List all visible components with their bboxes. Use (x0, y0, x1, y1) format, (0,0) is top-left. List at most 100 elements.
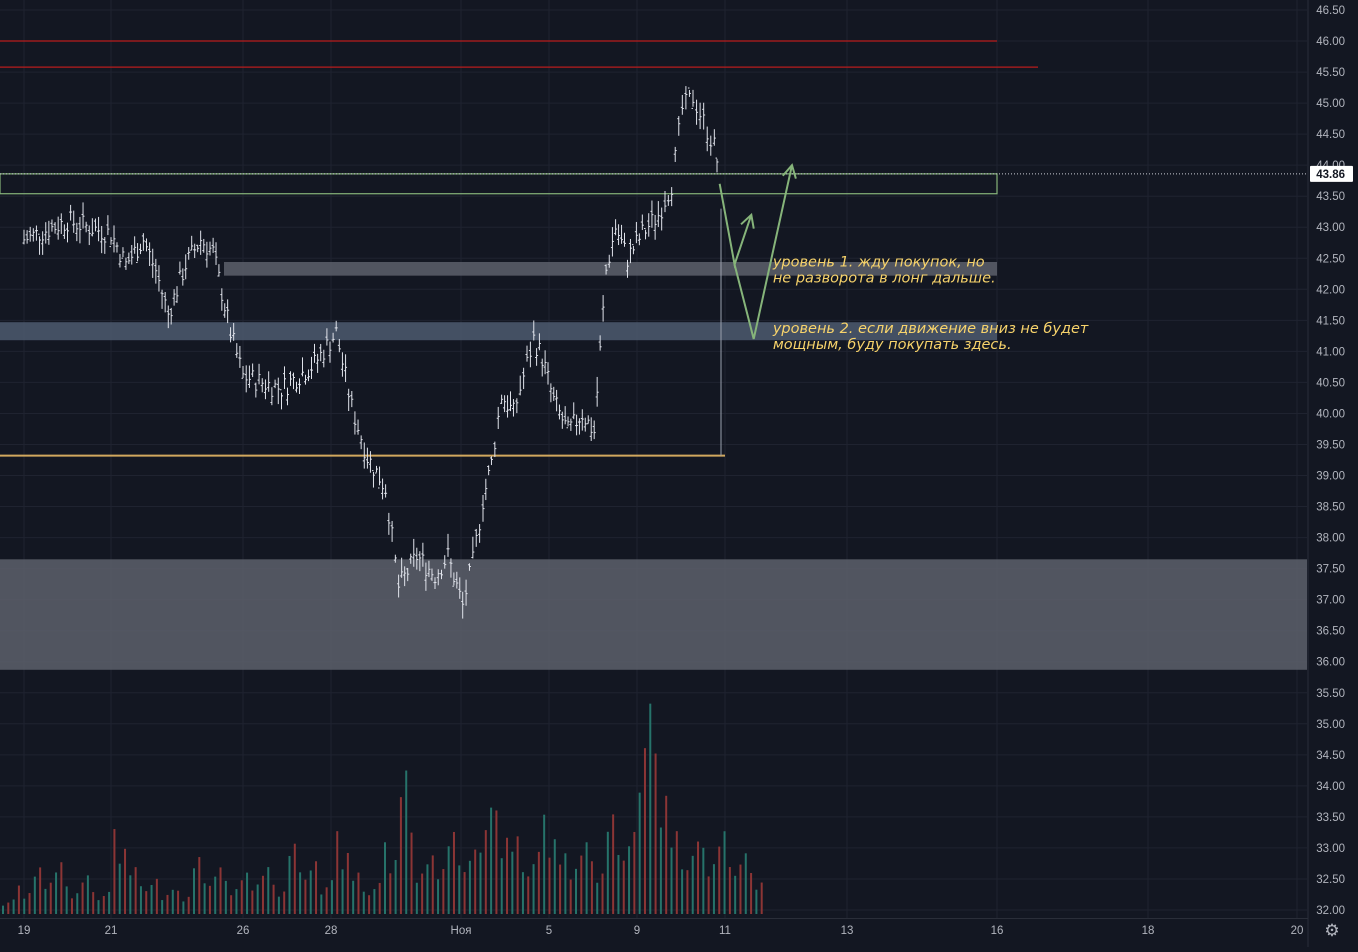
volume-bar (633, 831, 636, 914)
volume-bar (171, 889, 174, 914)
y-tick-label: 36.00 (1316, 657, 1345, 669)
volume-bar (691, 855, 694, 914)
volume-bar (373, 889, 376, 914)
y-tick-label: 46.50 (1316, 5, 1345, 17)
y-tick-label: 36.50 (1316, 626, 1345, 638)
volume-bar (102, 896, 105, 914)
volume-bar (230, 895, 233, 914)
y-tick-label: 39.00 (1316, 471, 1345, 483)
volume-bar (261, 875, 264, 914)
projection-arrow (733, 164, 793, 340)
volume-bar (628, 846, 631, 914)
volume-bar (426, 864, 429, 914)
volume-bar (44, 888, 47, 914)
volume-bar (198, 857, 201, 914)
volume-bar (288, 855, 291, 914)
volume-bar (325, 887, 328, 914)
volume-bar (760, 882, 763, 914)
y-tick-label: 40.50 (1316, 377, 1345, 389)
volume-bar (617, 854, 620, 914)
volume-bar (256, 884, 259, 914)
volume-bar (490, 807, 493, 914)
y-tick-label: 35.50 (1316, 688, 1345, 700)
volume-bar (389, 873, 392, 914)
x-tick-label: Ноя (451, 925, 472, 937)
volume-bar (155, 878, 158, 914)
y-tick-label: 44.50 (1316, 129, 1345, 141)
volume-bar (39, 867, 42, 914)
volume-bar (33, 876, 36, 914)
y-tick-label: 40.00 (1316, 408, 1345, 420)
price-axis[interactable]: 46.5046.0045.5045.0044.5044.0043.5043.00… (1307, 0, 1358, 947)
volume-bar (70, 898, 73, 914)
volume-bar (341, 869, 344, 914)
volume-bar (431, 855, 434, 914)
arrow-head (782, 163, 797, 179)
volume-bar (585, 842, 588, 914)
volume-bar (447, 846, 450, 914)
price-bars (22, 86, 719, 619)
volume-bar (394, 859, 397, 914)
x-tick-label: 21 (105, 925, 118, 937)
volume-bar (500, 858, 503, 914)
y-tick-label: 42.00 (1316, 284, 1345, 296)
volume-bar (399, 797, 402, 914)
support-zones (0, 173, 1307, 670)
volume-bar (601, 873, 604, 914)
volume-bar (697, 841, 700, 914)
volume-bar (97, 900, 100, 914)
volume-bar (17, 885, 20, 914)
volume-bar (150, 884, 153, 914)
volume-bar (23, 898, 26, 914)
volume-bar (712, 864, 715, 914)
volume-bar (415, 882, 418, 914)
volume-bar (437, 879, 440, 914)
volume-bar (49, 882, 52, 914)
volume-bar (590, 861, 593, 914)
volume-bar (622, 860, 625, 914)
volume-bar (299, 872, 302, 914)
arrow-head (740, 212, 755, 229)
y-tick-label: 39.50 (1316, 439, 1345, 451)
volume-bar (203, 883, 206, 914)
volume-bar (193, 868, 195, 914)
y-tick-label: 43.00 (1316, 222, 1345, 234)
y-tick-label: 34.50 (1316, 750, 1345, 762)
volume-bar (240, 880, 243, 914)
volume-bars (2, 703, 763, 914)
y-tick-label: 32.00 (1316, 905, 1345, 917)
y-tick-label: 33.50 (1316, 812, 1345, 824)
volume-bar (734, 875, 737, 914)
volume-bar (346, 852, 349, 914)
volume-bar (161, 900, 164, 914)
volume-bar (606, 831, 609, 914)
x-tick-label: 5 (546, 925, 552, 937)
y-tick-label: 38.00 (1316, 533, 1345, 545)
time-axis[interactable]: 19 21 26 28 Ноя 5 9 11 13 16 18 20 (0, 918, 1308, 938)
grid-lines (0, 0, 1307, 918)
volume-bar (118, 863, 121, 914)
horizontal-levels (0, 40, 1308, 457)
y-tick-label: 35.00 (1316, 719, 1345, 731)
y-tick-label: 41.50 (1316, 315, 1345, 327)
volume-bar (654, 753, 657, 914)
volume-bar (315, 861, 318, 914)
volume-bar (559, 864, 562, 914)
volume-bar (55, 872, 58, 914)
settings-gear-icon[interactable]: ⚙ (1324, 921, 1340, 940)
y-tick-label: 46.00 (1316, 36, 1345, 48)
volume-bar (458, 865, 461, 914)
y-tick-label: 38.50 (1316, 502, 1345, 514)
volume-bar (739, 864, 742, 914)
volume-bar (224, 880, 227, 914)
volume-bar (251, 890, 254, 914)
x-tick-label: 18 (1142, 925, 1155, 937)
y-tick-label: 43.50 (1316, 191, 1345, 203)
volume-bar (410, 832, 413, 914)
last-price-label: 43.86 (1316, 169, 1345, 181)
volume-bar (468, 860, 471, 914)
volume-bar (681, 869, 684, 914)
volume-bar (532, 864, 535, 914)
